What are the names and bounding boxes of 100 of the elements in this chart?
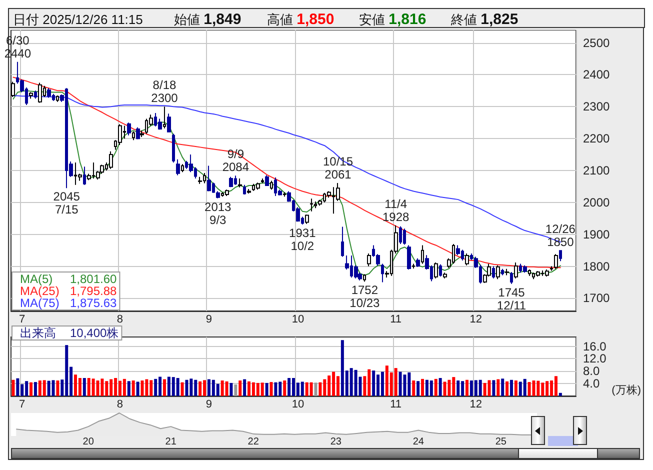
candlestick bbox=[172, 133, 175, 164]
bar bbox=[74, 374, 78, 396]
candlestick bbox=[29, 92, 33, 100]
bar bbox=[122, 378, 126, 396]
candlestick bbox=[554, 254, 558, 270]
candlestick bbox=[225, 189, 229, 197]
bar bbox=[488, 380, 491, 396]
text: 終値 1,825 bbox=[451, 11, 518, 28]
bar bbox=[82, 378, 86, 396]
bar bbox=[30, 382, 33, 396]
bar bbox=[354, 370, 358, 396]
bar bbox=[394, 368, 398, 396]
candlestick bbox=[341, 226, 344, 258]
y-tick-label: 1900 bbox=[583, 227, 610, 242]
bar bbox=[238, 380, 242, 396]
bar bbox=[127, 381, 130, 396]
y-tick-label: 2000 bbox=[583, 195, 610, 210]
annotation: 12/26 1850 bbox=[545, 222, 576, 249]
candlestick bbox=[38, 82, 42, 104]
candlestick bbox=[176, 158, 180, 176]
candlestick bbox=[229, 176, 233, 188]
bar bbox=[372, 370, 376, 396]
bar bbox=[558, 392, 562, 396]
bar bbox=[496, 379, 500, 396]
bar bbox=[300, 382, 304, 396]
bar bbox=[416, 381, 420, 396]
bar bbox=[478, 380, 482, 396]
text: MA(25) 1,795.88 bbox=[20, 284, 118, 298]
x-tick-label: 9 bbox=[206, 314, 212, 326]
bar bbox=[140, 380, 144, 396]
y-axis-title: (万株) bbox=[612, 384, 641, 396]
candlestick bbox=[47, 88, 51, 98]
candlestick bbox=[83, 166, 86, 186]
candlestick bbox=[407, 244, 411, 270]
candlestick bbox=[412, 263, 415, 270]
candlestick bbox=[198, 176, 202, 184]
bar bbox=[318, 382, 322, 396]
x-tick-label: 12 bbox=[470, 314, 482, 326]
x-tick-label: 7 bbox=[19, 314, 26, 326]
bar bbox=[554, 376, 558, 396]
bar bbox=[310, 382, 313, 396]
bar bbox=[180, 382, 184, 396]
y-tick-label: 1800 bbox=[583, 259, 610, 274]
candlestick bbox=[247, 188, 251, 194]
candlestick bbox=[421, 244, 424, 264]
candlestick bbox=[238, 178, 242, 188]
annotation: 8/18 2300 bbox=[151, 78, 178, 106]
x-tick-label: 11 bbox=[390, 314, 402, 326]
candlestick bbox=[243, 184, 246, 195]
candlestick bbox=[492, 266, 495, 279]
bar bbox=[528, 382, 531, 396]
bar bbox=[12, 380, 15, 396]
bar bbox=[506, 381, 509, 396]
candlestick bbox=[528, 268, 531, 276]
y-tick-label: 4.0 bbox=[583, 376, 600, 391]
text: 日付 2025/12/26 11:15 bbox=[13, 12, 143, 27]
bar bbox=[398, 372, 402, 396]
bar bbox=[523, 378, 526, 396]
bar bbox=[466, 380, 469, 396]
candlestick bbox=[523, 264, 527, 274]
candlestick bbox=[496, 264, 500, 280]
x-tick-label: 7 bbox=[19, 398, 26, 410]
bar bbox=[16, 378, 20, 396]
x-tick-label: 22 bbox=[248, 436, 260, 448]
candlestick bbox=[181, 164, 184, 173]
bar bbox=[42, 380, 46, 396]
bar bbox=[510, 380, 513, 396]
x-tick-label: 9 bbox=[206, 398, 212, 410]
bar bbox=[514, 380, 518, 396]
candlestick bbox=[363, 274, 366, 282]
bar bbox=[443, 382, 446, 396]
bar bbox=[492, 380, 496, 396]
candlestick bbox=[132, 131, 135, 141]
x-tick-label: 8 bbox=[116, 314, 124, 326]
candlestick bbox=[283, 192, 286, 198]
text: MA(5) 1,801.60 bbox=[20, 272, 117, 286]
x-tick-label: 24 bbox=[412, 436, 424, 448]
annotation: 1745 12/11 bbox=[496, 285, 526, 312]
candlestick bbox=[261, 178, 264, 184]
annotation: 1931 10/2 bbox=[289, 226, 316, 253]
candlestick bbox=[34, 90, 37, 100]
x-tick-label: 11 bbox=[390, 398, 402, 410]
bar bbox=[176, 378, 180, 396]
x-tick-label: 21 bbox=[165, 436, 177, 448]
candlestick bbox=[265, 174, 269, 186]
bar bbox=[288, 378, 291, 396]
candlestick bbox=[381, 263, 384, 283]
x-tick-label: 12 bbox=[470, 398, 482, 410]
candlestick bbox=[559, 250, 562, 262]
bar bbox=[265, 382, 268, 396]
candlestick bbox=[216, 190, 220, 199]
bar bbox=[456, 380, 460, 396]
candlestick bbox=[367, 253, 371, 267]
candlestick bbox=[510, 272, 513, 284]
candlestick bbox=[136, 126, 140, 140]
candlestick bbox=[310, 198, 313, 212]
candlestick bbox=[465, 253, 469, 266]
bar bbox=[274, 382, 278, 396]
candlestick bbox=[56, 94, 59, 102]
y-tick-label: 2500 bbox=[583, 36, 610, 50]
